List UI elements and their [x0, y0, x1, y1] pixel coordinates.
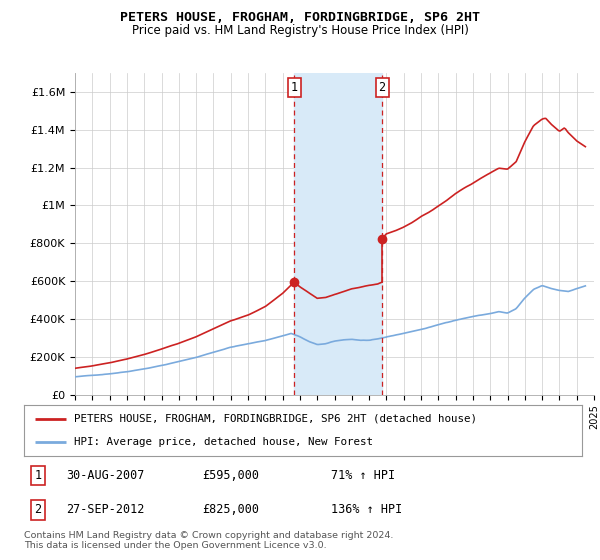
Text: HPI: Average price, detached house, New Forest: HPI: Average price, detached house, New … — [74, 437, 373, 447]
Bar — [294, 73, 382, 395]
Text: 30-AUG-2007: 30-AUG-2007 — [66, 469, 144, 482]
Text: 27-SEP-2012: 27-SEP-2012 — [66, 503, 144, 516]
Text: 2: 2 — [34, 503, 41, 516]
Text: Price paid vs. HM Land Registry's House Price Index (HPI): Price paid vs. HM Land Registry's House … — [131, 24, 469, 36]
Text: PETERS HOUSE, FROGHAM, FORDINGBRIDGE, SP6 2HT: PETERS HOUSE, FROGHAM, FORDINGBRIDGE, SP… — [120, 11, 480, 24]
Text: 71% ↑ HPI: 71% ↑ HPI — [331, 469, 395, 482]
Text: 1: 1 — [290, 81, 298, 94]
Text: £825,000: £825,000 — [203, 503, 260, 516]
Text: £595,000: £595,000 — [203, 469, 260, 482]
Text: 2: 2 — [379, 81, 386, 94]
Text: 136% ↑ HPI: 136% ↑ HPI — [331, 503, 402, 516]
Text: PETERS HOUSE, FROGHAM, FORDINGBRIDGE, SP6 2HT (detached house): PETERS HOUSE, FROGHAM, FORDINGBRIDGE, SP… — [74, 414, 477, 424]
Text: 1: 1 — [34, 469, 41, 482]
Text: Contains HM Land Registry data © Crown copyright and database right 2024.
This d: Contains HM Land Registry data © Crown c… — [24, 531, 394, 550]
